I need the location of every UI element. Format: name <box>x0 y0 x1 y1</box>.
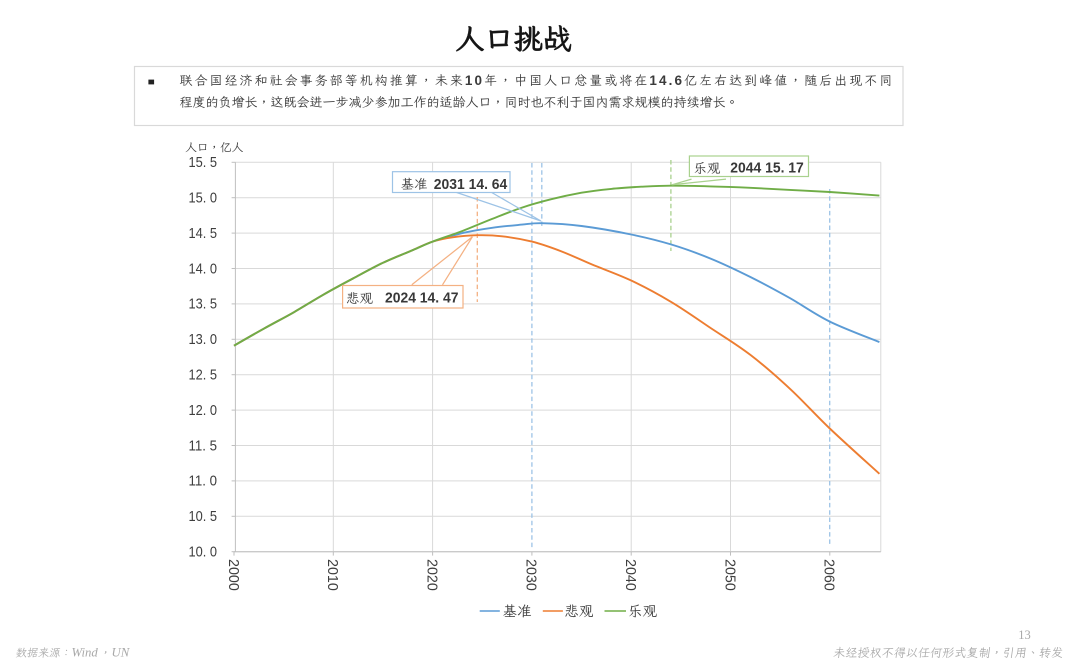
svg-text:2050: 2050 <box>721 559 737 591</box>
svg-text:12. 5: 12. 5 <box>189 367 218 384</box>
svg-text:2044 15. 17: 2044 15. 17 <box>730 160 804 176</box>
svg-text:11. 5: 11. 5 <box>189 437 218 454</box>
svg-text:13: 13 <box>1018 628 1031 642</box>
svg-text:10: 10 <box>465 73 484 88</box>
svg-text:13. 0: 13. 0 <box>189 331 218 348</box>
svg-text:15. 0: 15. 0 <box>189 190 218 207</box>
svg-text:2060: 2060 <box>821 559 837 591</box>
svg-text:2024 14. 47: 2024 14. 47 <box>385 291 459 307</box>
svg-text:13. 5: 13. 5 <box>189 296 218 313</box>
svg-text:14. 0: 14. 0 <box>189 260 218 277</box>
svg-text:15. 5: 15. 5 <box>189 154 218 171</box>
svg-text:Wind: Wind <box>72 646 99 660</box>
svg-text:10. 5: 10. 5 <box>189 508 218 525</box>
svg-text:UN: UN <box>112 646 131 660</box>
svg-text:2030: 2030 <box>523 559 539 591</box>
svg-text:10. 0: 10. 0 <box>189 544 218 561</box>
svg-text:11. 0: 11. 0 <box>189 473 218 490</box>
svg-text:12. 0: 12. 0 <box>189 402 218 419</box>
svg-text:14.6: 14.6 <box>649 73 684 88</box>
svg-text:2040: 2040 <box>622 559 638 591</box>
svg-text:2031 14. 64: 2031 14. 64 <box>434 177 508 193</box>
svg-text:2020: 2020 <box>423 559 439 591</box>
svg-text:2010: 2010 <box>324 559 340 591</box>
svg-text:14. 5: 14. 5 <box>189 225 218 242</box>
svg-text:2000: 2000 <box>225 559 241 591</box>
